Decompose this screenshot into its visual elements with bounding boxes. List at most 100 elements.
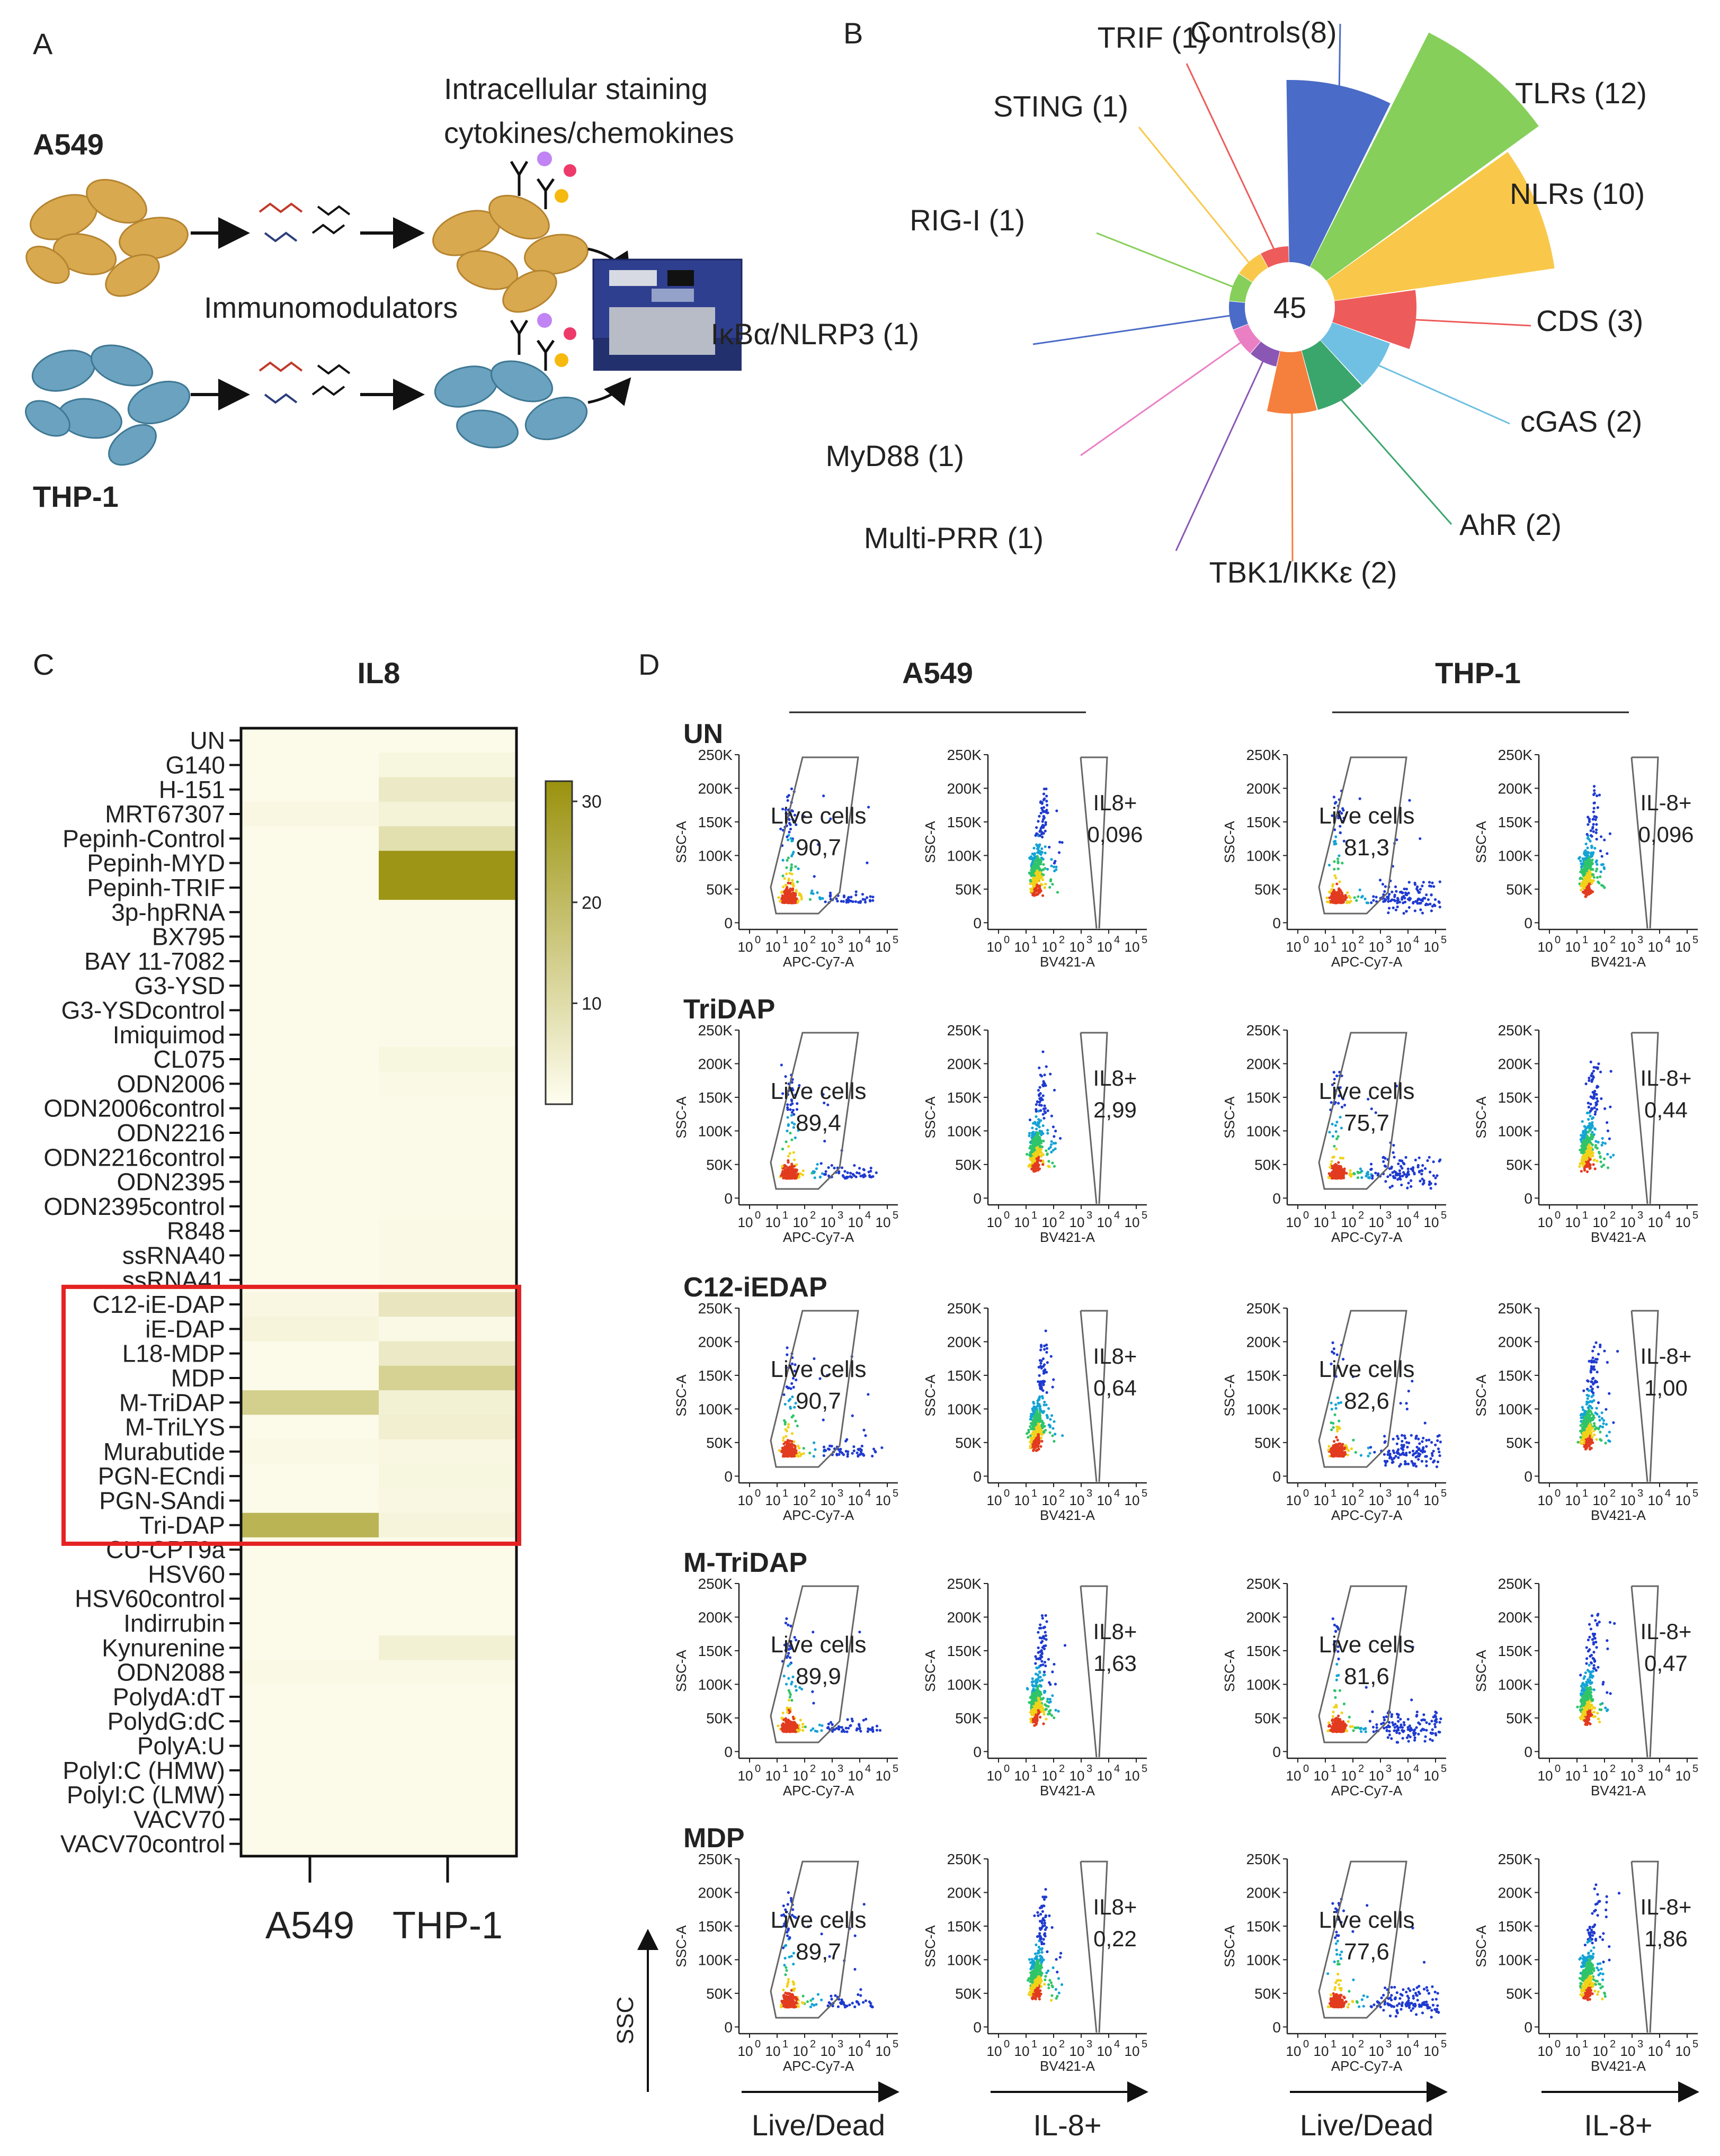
event-dot: [869, 1166, 872, 1170]
event-dot: [1399, 1159, 1403, 1162]
event-dot: [1050, 858, 1053, 861]
event-dot: [794, 1136, 797, 1139]
heatmap-row-label: MRT67307: [105, 800, 225, 828]
heatmap-cell: [241, 1145, 379, 1170]
plot-x-axis-label: APC-Cy7-A: [783, 954, 854, 970]
heatmap-cell: [241, 1807, 379, 1832]
plot-x-axis-label: APC-Cy7-A: [1331, 1229, 1403, 1245]
event-dot: [790, 1165, 794, 1168]
event-dot: [1027, 1165, 1030, 1168]
plot-y-tick-label: 100K: [698, 847, 733, 864]
event-dot: [1394, 1455, 1397, 1458]
event-dot: [1036, 1100, 1039, 1103]
plot-y-axis-label: SSC-A: [922, 1374, 938, 1417]
thp1-cells-icon: [25, 344, 191, 466]
event-dot: [1407, 1173, 1411, 1176]
event-dot: [1050, 864, 1053, 867]
plot-x-tick-exp: 2: [1358, 934, 1364, 946]
event-dot: [1033, 1121, 1037, 1124]
event-dot: [787, 1177, 790, 1180]
event-dot: [846, 900, 850, 903]
heatmap-cell: [241, 1120, 379, 1146]
event-dot: [852, 1449, 855, 1453]
heatmap-row-label: G3-YSDcontrol: [61, 996, 225, 1024]
event-dot: [1432, 885, 1436, 888]
plot-x-tick-base: 10: [1286, 1492, 1302, 1508]
plot-x-tick-exp: 3: [837, 934, 843, 946]
event-dot: [1352, 1171, 1356, 1175]
plot-y-axis-label: SSC-A: [1222, 1096, 1237, 1139]
heatmap-row-label: VACV70control: [60, 1830, 225, 1858]
event-dot: [1593, 847, 1597, 850]
event-dot: [843, 1170, 846, 1173]
plot-x-tick-base: 10: [1070, 1214, 1085, 1230]
event-dot: [778, 899, 782, 903]
event-dot: [1031, 878, 1035, 881]
event-dot: [1038, 843, 1041, 846]
event-dot: [1592, 1163, 1595, 1166]
event-dot: [1595, 816, 1598, 819]
colorbar: [545, 780, 573, 1105]
event-dot: [1390, 1165, 1393, 1169]
cell-line-thp1-label: THP-1: [33, 480, 119, 513]
event-dot: [1047, 1160, 1050, 1163]
event-dot: [1587, 823, 1590, 826]
heatmap-cell: [379, 875, 516, 900]
event-dot: [1029, 1444, 1032, 1447]
event-dot: [1032, 1401, 1035, 1404]
event-dot: [1590, 1117, 1594, 1120]
live-gate-value: 75,7: [1344, 1110, 1389, 1136]
plot-y-tick-label: 250K: [698, 747, 733, 763]
event-dot: [842, 895, 846, 899]
rose-category-label: RIG-I (1): [910, 203, 1025, 237]
event-dot: [1044, 1111, 1047, 1114]
il8-gate-value: 2,99: [1093, 1097, 1137, 1122]
heatmap-cell: [379, 1194, 516, 1219]
heatmap-row-label: ODN2395control: [43, 1193, 225, 1220]
event-dot: [1601, 1137, 1604, 1140]
plot-y-tick-label: 50K: [955, 1157, 982, 1173]
event-dot: [782, 1436, 785, 1439]
event-dot: [860, 1452, 863, 1455]
event-dot: [1592, 822, 1595, 826]
event-dot: [863, 898, 867, 901]
event-dot: [867, 806, 870, 809]
plot-y-axis-label: SSC-A: [673, 1096, 689, 1139]
event-dot: [784, 1075, 787, 1078]
plot-x-tick-base: 10: [738, 1214, 753, 1230]
heatmap-row-label: G3-YSD: [135, 972, 225, 999]
event-dot: [797, 1444, 800, 1447]
event-dot: [800, 898, 803, 901]
event-dot: [1593, 1113, 1597, 1116]
heatmap-cell: [379, 1537, 516, 1562]
event-dot: [1589, 1158, 1592, 1161]
event-dot: [1042, 1370, 1045, 1373]
plot-y-tick-label: 200K: [698, 780, 733, 797]
event-dot: [1039, 1362, 1042, 1365]
readout-label-line1: Intracellular staining: [444, 72, 708, 105]
event-dot: [1047, 1407, 1050, 1410]
event-dot: [1580, 1160, 1584, 1164]
event-dot: [1038, 1426, 1041, 1429]
plot-x-tick-exp: 2: [1358, 1488, 1364, 1499]
rose-slice: [1326, 151, 1555, 301]
event-dot: [791, 879, 794, 882]
heatmap-row-label: ODN2006: [117, 1070, 225, 1097]
event-dot: [1391, 1171, 1394, 1174]
heatmap-chart: IL8UNG140H-151MRT67307Pepinh-ControlPepi…: [43, 656, 601, 1947]
event-dot: [1040, 1436, 1043, 1439]
plot-x-tick-exp: 1: [1031, 1488, 1037, 1499]
event-dot: [1578, 856, 1581, 859]
event-dot: [1046, 1132, 1049, 1135]
plot-y-axis-label: SSC-A: [673, 1374, 689, 1417]
plot-x-tick-base: 10: [1396, 1214, 1412, 1230]
event-dot: [785, 1165, 788, 1168]
event-dot: [1396, 897, 1400, 900]
event-dot: [1410, 1167, 1413, 1170]
event-dot: [1054, 1433, 1057, 1436]
event-dot: [1594, 1146, 1597, 1149]
event-dot: [1052, 1378, 1055, 1381]
event-dot: [788, 830, 791, 834]
event-dot: [1050, 1140, 1053, 1143]
